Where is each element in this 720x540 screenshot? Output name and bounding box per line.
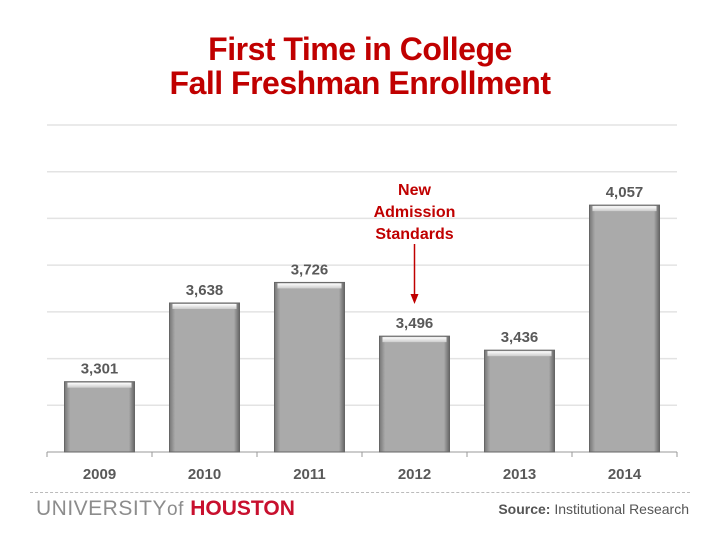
bar-highlight [67,382,132,388]
bar [169,302,240,453]
bar-highlight [382,337,447,343]
data-label: 3,301 [81,361,119,378]
arrow-down-icon [410,294,419,304]
bar [589,204,660,453]
x-tick-label: 2012 [398,466,431,483]
bar-2012 [379,335,450,453]
chart-title: First Time in College Fall Freshman Enro… [0,32,720,100]
logo-university: UNIVERSITY [36,497,168,520]
x-tick-label: 2013 [503,466,536,483]
bar [64,381,135,453]
annotation-text: Standards [375,226,453,243]
annotation-text: Admission [374,204,456,221]
bar [274,281,345,453]
source-note: Source: Institutional Research [498,501,689,517]
bar-highlight [172,303,237,309]
data-label: 4,057 [606,184,644,201]
bar-2014 [589,204,660,453]
title-line-2: Fall Freshman Enrollment [169,65,551,101]
source-value: Institutional Research [554,501,689,517]
bar-highlight [592,206,657,212]
x-tick-label: 2010 [188,466,221,483]
x-tick-label: 2011 [293,466,326,483]
logo-houston: HOUSTON [190,497,295,520]
data-label: 3,638 [186,282,224,299]
x-tick-label: 2014 [608,466,642,483]
title-line-1: First Time in College [208,31,512,67]
data-label: 3,436 [501,329,539,346]
bar-2010 [169,302,240,453]
bar-2011 [274,281,345,453]
data-label: 3,496 [396,315,434,332]
data-label: 3,726 [291,261,329,278]
bar-highlight [277,283,342,289]
bar-highlight [487,351,552,357]
source-label: Source: [498,501,551,517]
university-logo: UNIVERSITYof HOUSTON [36,497,295,521]
annotation-text: New [398,182,431,199]
bar [484,349,555,453]
bar-chart: 3,301 2009 3,638 2010 3,726 2011 3,496 2012 3,43… [46,124,678,483]
bar-2009 [64,381,135,453]
bar [379,335,450,453]
x-tick-label: 2009 [83,466,116,483]
bar-2013 [484,349,555,453]
logo-of: of [167,499,184,520]
footer-divider [30,492,690,493]
